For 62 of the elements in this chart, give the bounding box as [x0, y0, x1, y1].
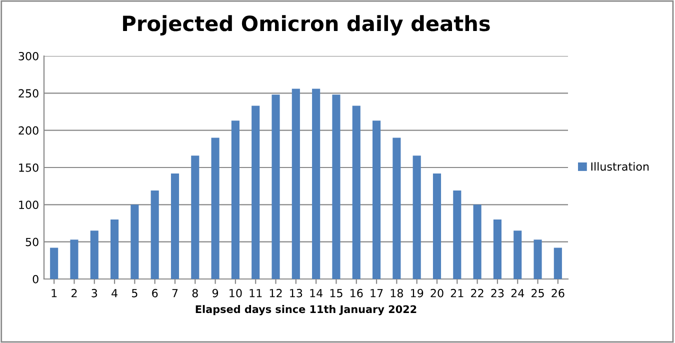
bar [312, 88, 320, 279]
x-tick-label: 24 [511, 288, 524, 298]
x-tick-label: 7 [172, 289, 178, 298]
x-tick-label: 18 [390, 288, 403, 298]
bar [453, 190, 462, 279]
x-tick-label: 5 [132, 289, 138, 298]
x-tick-label: 22 [471, 288, 484, 298]
x-tick-label: 20 [430, 288, 444, 298]
y-tick-label: 200 [18, 126, 38, 135]
x-tick-label: 26 [552, 288, 564, 298]
bar [272, 94, 280, 279]
bar [191, 156, 200, 279]
x-tick-label: 13 [290, 288, 302, 298]
bar [110, 220, 119, 279]
bar [372, 120, 381, 279]
y-tick-label: 150 [19, 163, 38, 172]
bar [392, 138, 401, 279]
x-axis-title: Elapsed days since 11th January 2022 [196, 305, 416, 316]
x-tick-label: 15 [330, 289, 342, 298]
x-tick-label: 21 [450, 288, 464, 298]
x-tick-label: 17 [370, 289, 383, 298]
bar [292, 88, 300, 279]
bar [70, 240, 78, 279]
x-tick-label: 6 [152, 288, 158, 298]
bar [170, 173, 180, 279]
x-tick-label: 9 [212, 288, 218, 298]
x-tick-label: 4 [112, 289, 118, 298]
bar [150, 190, 159, 279]
bar [90, 230, 98, 279]
bar [493, 220, 502, 279]
bar [231, 120, 240, 279]
x-tick-label: 8 [192, 288, 198, 298]
legend-label: Illustration [591, 162, 649, 171]
x-tick-label: 10 [230, 288, 242, 298]
x-tick-label: 3 [92, 288, 98, 298]
bar [332, 94, 340, 279]
y-tick-label: 0 [32, 274, 38, 284]
x-tick-label: 23 [491, 288, 504, 298]
bar [50, 248, 58, 279]
x-tick-label: 25 [532, 288, 544, 298]
x-tick-label: 1 [52, 289, 57, 298]
x-tick-label: 12 [270, 288, 282, 298]
bar [352, 106, 360, 279]
x-tick-label: 2 [72, 288, 77, 298]
bar [514, 230, 522, 279]
y-tick-label: 100 [19, 200, 38, 210]
x-tick-label: 16 [350, 288, 363, 298]
y-tick-label: 300 [18, 52, 38, 60]
x-tick-label: 11 [250, 289, 262, 298]
bar [211, 138, 220, 279]
bar [252, 106, 260, 279]
bar [432, 173, 442, 279]
chart-title: Projected Omicron daily deaths [123, 15, 490, 36]
x-tick-label: 14 [310, 289, 323, 298]
y-tick-label: 50 [26, 238, 38, 246]
x-tick-label: 19 [410, 288, 424, 298]
bar [130, 204, 139, 279]
y-tick-label: 250 [18, 89, 38, 98]
bar [412, 156, 421, 279]
bar [554, 248, 562, 279]
bar [473, 204, 482, 279]
bar [534, 240, 542, 279]
